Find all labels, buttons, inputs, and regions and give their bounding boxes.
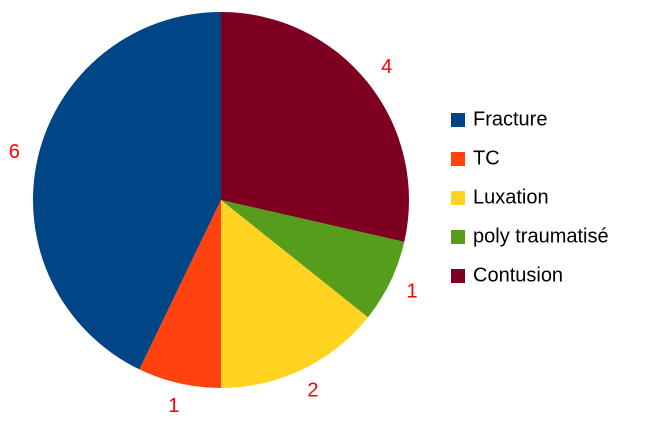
legend-swatch	[451, 191, 465, 205]
data-label: 1	[168, 395, 179, 417]
data-label: 6	[9, 141, 20, 163]
pie-slice	[221, 200, 368, 388]
data-label: 4	[381, 56, 392, 78]
data-label: 1	[406, 280, 417, 302]
pie-slice	[221, 200, 405, 318]
pie-slice	[139, 200, 221, 388]
legend-label: Luxation	[473, 186, 549, 208]
legend-swatch	[451, 230, 465, 244]
legend-label: Fracture	[473, 108, 547, 130]
legend-swatch	[451, 152, 465, 166]
data-label: 2	[307, 379, 318, 401]
legend-swatch	[451, 113, 465, 127]
pie-slice	[221, 12, 409, 242]
legend-label: poly traumatisé	[473, 225, 609, 247]
legend-label: TC	[473, 147, 500, 169]
legend-swatch	[451, 269, 465, 283]
legend-label: Contusion	[473, 264, 563, 286]
pie-slice	[33, 12, 222, 370]
